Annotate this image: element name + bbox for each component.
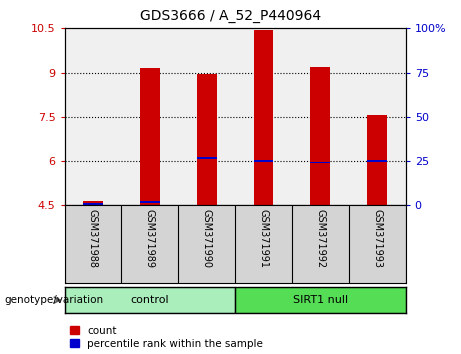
Text: GSM371990: GSM371990 [201,209,212,268]
Bar [310,67,331,205]
Text: GDS3666 / A_52_P440964: GDS3666 / A_52_P440964 [140,9,321,23]
Bar [83,201,103,205]
Text: GSM371989: GSM371989 [145,209,155,268]
Bar [235,287,406,313]
Text: GSM371988: GSM371988 [88,209,98,268]
Bar [83,203,103,205]
Bar [197,157,217,159]
Text: GSM371992: GSM371992 [315,209,325,268]
Text: control: control [130,295,169,305]
Bar [310,162,331,164]
Text: GSM371991: GSM371991 [259,209,269,268]
Bar [367,160,387,162]
Bar [140,68,160,205]
Bar [254,160,273,162]
Bar [65,287,235,313]
Text: SIRT1 null: SIRT1 null [293,295,348,305]
Bar [254,30,273,205]
Bar [197,74,217,205]
Text: genotype/variation: genotype/variation [5,295,104,305]
Bar [140,201,160,203]
Bar [367,115,387,205]
Text: GSM371993: GSM371993 [372,209,382,268]
Legend: count, percentile rank within the sample: count, percentile rank within the sample [70,326,263,349]
